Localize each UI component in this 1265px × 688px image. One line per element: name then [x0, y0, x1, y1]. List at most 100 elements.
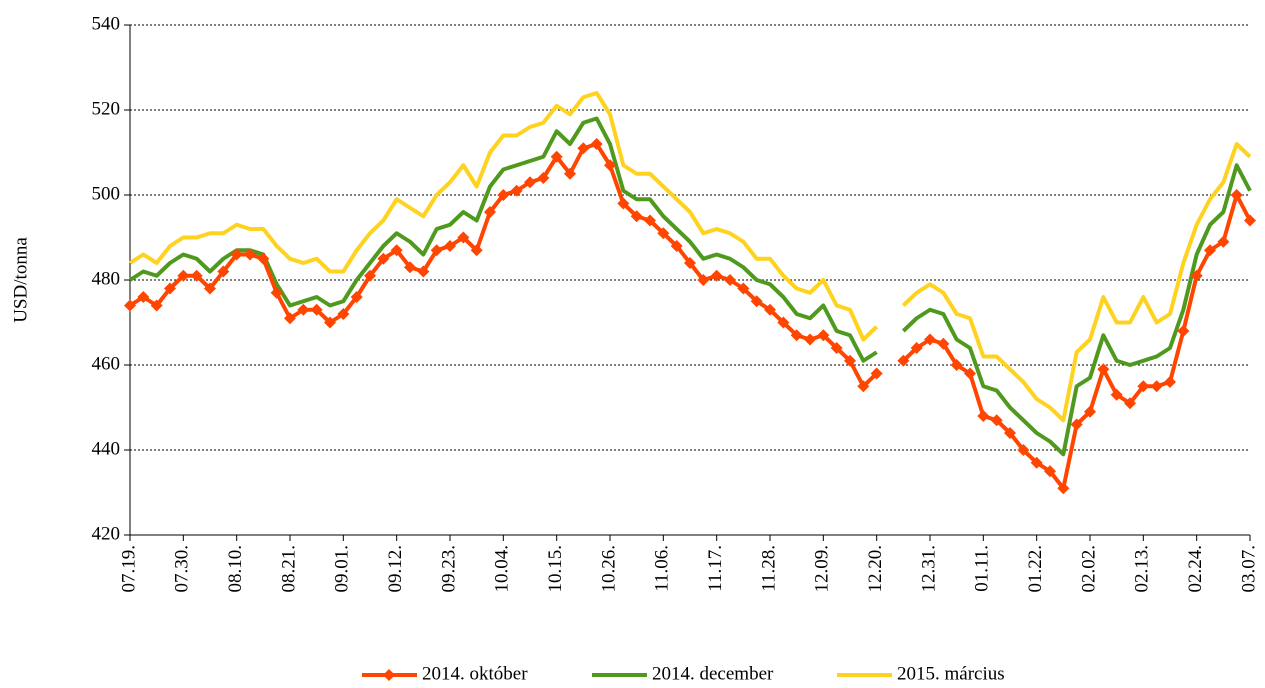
point-marker: [150, 299, 163, 312]
point-marker: [1017, 444, 1030, 456]
point-marker: [124, 299, 136, 312]
x-tick-label: 01.22.: [1025, 545, 1046, 593]
x-tick-label: 10.15.: [545, 545, 566, 593]
y-tick-label: 480: [92, 268, 121, 289]
point-marker: [1230, 189, 1243, 201]
y-tick-label: 440: [92, 438, 121, 459]
point-marker: [297, 303, 310, 316]
point-marker: [137, 291, 150, 303]
x-tick-label: 09.23.: [438, 545, 459, 593]
legend-label: 2015. március: [897, 663, 1005, 684]
point-marker: [950, 359, 963, 371]
x-tick-label: 12.09.: [812, 545, 833, 593]
point-marker: [630, 210, 643, 223]
point-marker: [390, 244, 403, 257]
y-tick-label: 540: [92, 13, 121, 34]
x-tick-label: 10.04.: [492, 545, 513, 593]
point-marker: [1044, 465, 1056, 478]
point-marker: [657, 227, 670, 240]
point-marker: [230, 248, 243, 261]
point-marker: [590, 138, 603, 150]
point-marker: [924, 333, 936, 346]
point-marker: [1097, 363, 1110, 376]
point-marker: [844, 354, 856, 367]
x-tick-label: 09.12.: [385, 545, 406, 593]
point-marker: [1150, 380, 1163, 393]
point-marker: [1124, 397, 1136, 410]
point-marker: [337, 308, 350, 320]
x-tick-label: 08.10.: [225, 545, 246, 593]
point-marker: [684, 257, 696, 269]
point-marker: [1057, 482, 1070, 495]
point-marker: [710, 269, 723, 282]
point-marker: [1204, 244, 1216, 257]
x-tick-label: 11.06.: [652, 545, 673, 592]
point-marker: [697, 274, 710, 286]
series-line: [128, 116, 1252, 457]
legend-item: 2014. december: [592, 663, 774, 684]
point-marker: [737, 282, 750, 295]
legend-marker: [383, 669, 395, 681]
point-marker: [670, 240, 683, 252]
x-tick-label: 12.31.: [918, 545, 939, 593]
point-marker: [750, 295, 763, 308]
point-marker: [190, 269, 203, 282]
point-marker: [617, 197, 630, 210]
point-marker: [177, 269, 190, 282]
point-marker: [764, 303, 776, 316]
point-marker: [364, 269, 376, 282]
x-tick-label: 01.11.: [972, 545, 993, 592]
point-marker: [1084, 405, 1096, 418]
x-tick-label: 10.26.: [598, 545, 619, 593]
point-marker: [417, 265, 430, 278]
point-marker: [204, 282, 216, 295]
point-marker: [830, 342, 843, 354]
point-marker: [817, 329, 830, 342]
legend-item: 2014. október: [362, 663, 528, 684]
point-marker: [284, 312, 296, 325]
y-tick-label: 500: [92, 183, 121, 204]
point-marker: [1177, 325, 1190, 337]
y-tick-label: 460: [92, 353, 121, 374]
legend-label: 2014. október: [422, 663, 528, 684]
point-marker: [404, 261, 416, 274]
point-marker: [910, 342, 923, 354]
x-tick-label: 07.30.: [172, 545, 193, 593]
x-tick-label: 11.17.: [705, 545, 726, 592]
x-tick-label: 07.19.: [118, 545, 139, 593]
point-marker: [777, 316, 790, 329]
point-marker: [550, 150, 563, 163]
point-marker: [510, 184, 523, 197]
point-marker: [724, 274, 736, 286]
series-line: [128, 142, 1252, 491]
point-marker: [350, 291, 363, 303]
x-tick-label: 03.07.: [1238, 545, 1259, 593]
point-marker: [497, 189, 510, 201]
point-marker: [577, 142, 590, 155]
point-marker: [377, 252, 390, 265]
point-marker: [1004, 427, 1016, 439]
series-line: [128, 91, 1252, 423]
point-marker: [644, 214, 656, 227]
point-marker: [804, 333, 816, 346]
point-marker: [537, 172, 550, 184]
point-marker: [790, 329, 803, 342]
legend-item: 2015. március: [837, 663, 1005, 684]
point-marker: [964, 367, 976, 380]
point-marker: [1030, 456, 1043, 469]
legend-label: 2014. december: [652, 663, 774, 684]
point-marker: [524, 176, 536, 189]
x-tick-label: 02.13.: [1132, 545, 1153, 593]
y-tick-label: 420: [92, 523, 121, 544]
x-tick-label: 09.01.: [332, 545, 353, 593]
point-marker: [484, 206, 496, 218]
point-marker: [977, 410, 990, 422]
point-marker: [1190, 269, 1203, 282]
point-marker: [1217, 235, 1230, 248]
point-marker: [857, 380, 870, 393]
point-marker: [604, 159, 616, 172]
point-marker: [937, 337, 950, 350]
point-marker: [430, 244, 443, 257]
x-tick-label: 08.21.: [278, 545, 299, 593]
